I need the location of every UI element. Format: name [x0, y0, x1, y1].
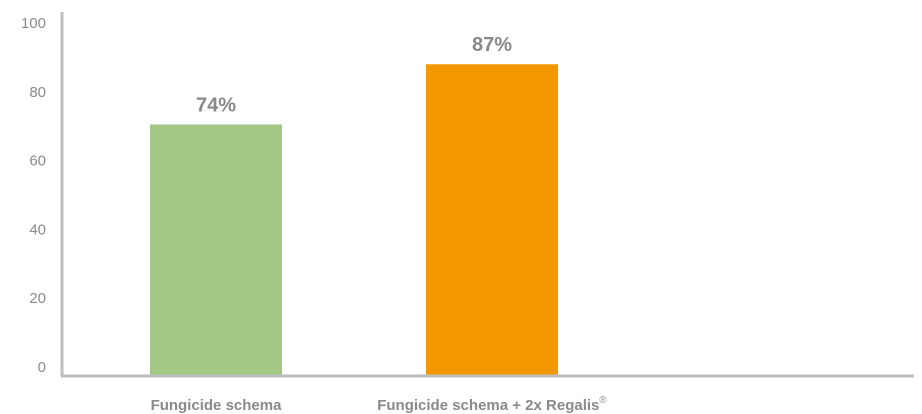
y-tick-label: 80	[29, 84, 46, 101]
bar	[426, 64, 558, 376]
x-category-label: Fungicide schema	[151, 397, 283, 414]
bar-data-label: 87%	[472, 34, 512, 56]
y-tick-label: 20	[29, 290, 46, 307]
x-axis-category-labels: Fungicide schema Fungicide schema + 2x Re…	[151, 395, 608, 414]
registered-mark: ®	[599, 395, 607, 406]
x-category-label: Fungicide schema + 2x Regalis®	[377, 395, 607, 414]
y-tick-label: 40	[29, 221, 46, 238]
y-tick-label: 0	[38, 359, 46, 376]
data-labels: 74% 87%	[196, 34, 512, 116]
bar	[150, 124, 282, 375]
y-axis-tick-labels: 0 20 40 60 80 100	[21, 15, 46, 376]
bar-data-label: 74%	[196, 94, 236, 116]
y-tick-label: 100	[21, 15, 46, 32]
bars	[150, 64, 558, 376]
y-tick-label: 60	[29, 153, 46, 170]
